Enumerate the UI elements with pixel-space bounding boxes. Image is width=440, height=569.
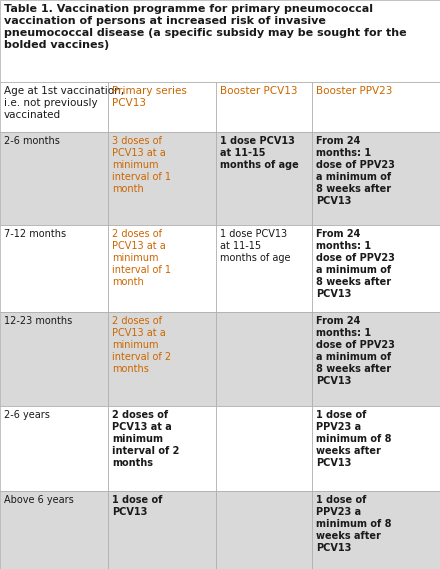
Text: Age at 1st vaccination,
i.e. not previously
vaccinated: Age at 1st vaccination, i.e. not previou… [4,86,124,120]
Bar [312,225,440,312]
Bar [108,82,216,132]
Text: 1 dose PCV13
at 11-15
months of age: 1 dose PCV13 at 11-15 months of age [220,229,290,263]
Text: Booster PCV13: Booster PCV13 [220,86,297,96]
Bar [108,490,216,569]
Bar [312,82,440,132]
Bar [216,82,312,132]
Bar [312,406,440,490]
Text: Above 6 years: Above 6 years [4,494,74,505]
Text: 1 dose of
PPV23 a
minimum of 8
weeks after
PCV13: 1 dose of PPV23 a minimum of 8 weeks aft… [316,410,392,468]
Text: Primary series
PCV13: Primary series PCV13 [112,86,187,108]
Bar [312,132,440,225]
Text: 2 doses of
PCV13 at a
minimum
interval of 2
months: 2 doses of PCV13 at a minimum interval o… [112,410,179,468]
Bar [108,312,216,406]
Text: From 24
months: 1
dose of PPV23
a minimum of
8 weeks after
PCV13: From 24 months: 1 dose of PPV23 a minimu… [316,136,395,206]
Text: 1 dose of
PCV13: 1 dose of PCV13 [112,494,162,517]
Text: From 24
months: 1
dose of PPV23
a minimum of
8 weeks after
PCV13: From 24 months: 1 dose of PPV23 a minimu… [316,316,395,386]
Bar [216,132,312,225]
Bar [0,312,108,406]
Text: Booster PPV23: Booster PPV23 [316,86,393,96]
Bar [108,132,216,225]
Bar [0,225,108,312]
Bar [216,406,312,490]
Bar [0,132,108,225]
Bar [108,225,216,312]
Text: From 24
months: 1
dose of PPV23
a minimum of
8 weeks after
PCV13: From 24 months: 1 dose of PPV23 a minimu… [316,229,395,299]
Bar [0,490,108,569]
Text: 2-6 years: 2-6 years [4,410,50,420]
Text: Table 1. Vaccination programme for primary pneumococcal
vaccination of persons a: Table 1. Vaccination programme for prima… [4,4,407,50]
Bar [0,406,108,490]
Text: 2 doses of
PCV13 at a
minimum
interval of 2
months: 2 doses of PCV13 at a minimum interval o… [112,316,171,374]
Text: 7-12 months: 7-12 months [4,229,66,240]
Bar [0,0,440,82]
Bar [0,82,108,132]
Bar [312,490,440,569]
Bar [216,490,312,569]
Bar [312,312,440,406]
Text: 2-6 months: 2-6 months [4,136,60,146]
Text: 2 doses of
PCV13 at a
minimum
interval of 1
month: 2 doses of PCV13 at a minimum interval o… [112,229,171,287]
Bar [216,312,312,406]
Bar [108,406,216,490]
Text: 1 dose PCV13
at 11-15
months of age: 1 dose PCV13 at 11-15 months of age [220,136,298,170]
Text: 12-23 months: 12-23 months [4,316,72,326]
Bar [216,225,312,312]
Text: 1 dose of
PPV23 a
minimum of 8
weeks after
PCV13: 1 dose of PPV23 a minimum of 8 weeks aft… [316,494,392,552]
Text: 3 doses of
PCV13 at a
minimum
interval of 1
month: 3 doses of PCV13 at a minimum interval o… [112,136,171,194]
